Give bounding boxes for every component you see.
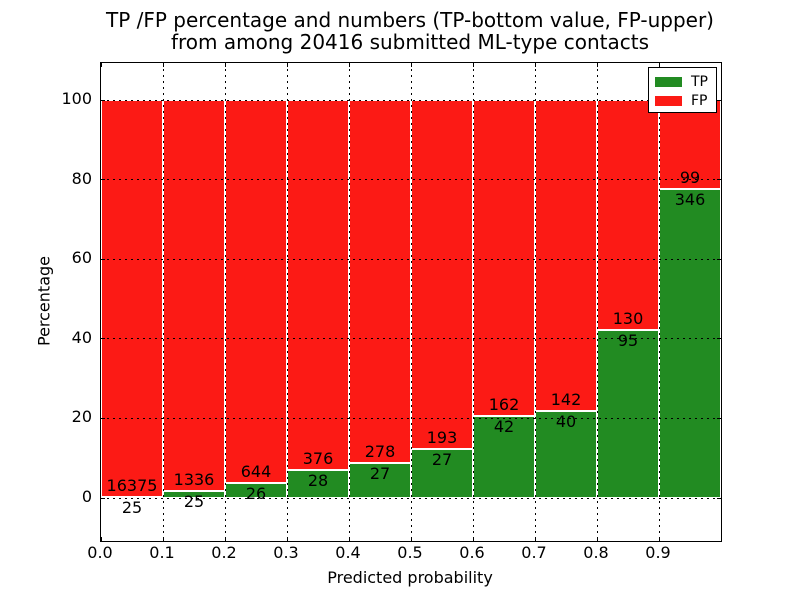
legend-entry: TP bbox=[655, 72, 716, 91]
tp-count-label: 25 bbox=[183, 491, 205, 511]
x-tick-label: 0.3 bbox=[273, 543, 299, 562]
fp-count-label: 130 bbox=[612, 308, 644, 328]
y-tick-label: 100 bbox=[61, 89, 92, 108]
fp-count-label: 16375 bbox=[106, 476, 158, 496]
x-tick-mark bbox=[163, 537, 164, 541]
fp-count-label: 278 bbox=[364, 441, 396, 461]
y-tick-label: 40 bbox=[71, 327, 92, 347]
x-tick-mark bbox=[163, 63, 164, 67]
x-tick-label: 0.0 bbox=[87, 543, 113, 562]
fp-count-label: 376 bbox=[302, 449, 334, 469]
fp-count-label: 193 bbox=[426, 428, 458, 448]
chart-title: TP /FP percentage and numbers (TP-bottom… bbox=[100, 9, 720, 53]
fp-count-label: 142 bbox=[550, 389, 582, 409]
chart-title-line2: from among 20416 submitted ML-type conta… bbox=[170, 30, 650, 54]
x-tick-mark bbox=[535, 63, 536, 67]
x-tick-label: 0.2 bbox=[211, 543, 237, 562]
fp-bar-segment bbox=[535, 100, 597, 411]
tp-count-label: 27 bbox=[369, 463, 391, 483]
x-tick-label: 0.7 bbox=[521, 543, 547, 562]
x-tick-mark bbox=[349, 63, 350, 67]
x-tick-label: 0.9 bbox=[645, 543, 671, 562]
fp-bar-segment bbox=[659, 100, 721, 189]
tp-bar-segment bbox=[597, 329, 659, 498]
legend-entry: FP bbox=[655, 91, 716, 110]
fp-bar-segment bbox=[349, 100, 411, 463]
x-tick-mark bbox=[659, 537, 660, 541]
x-tick-label: 0.8 bbox=[583, 543, 609, 562]
tp-bar-segment bbox=[473, 416, 535, 498]
x-tick-mark bbox=[287, 537, 288, 541]
tp-count-label: 26 bbox=[245, 483, 267, 503]
x-tick-label: 0.4 bbox=[335, 543, 361, 562]
x-tick-mark bbox=[225, 63, 226, 67]
y-tick-label: 60 bbox=[71, 248, 92, 268]
x-tick-mark bbox=[101, 63, 102, 67]
x-tick-mark bbox=[411, 63, 412, 67]
y-tick-label: 0 bbox=[81, 487, 92, 506]
tp-count-label: 40 bbox=[555, 411, 577, 431]
fp-count-label: 1336 bbox=[173, 469, 215, 489]
fp-count-label: 644 bbox=[240, 461, 272, 481]
x-tick-mark bbox=[225, 537, 226, 541]
fp-legend-swatch bbox=[655, 95, 682, 106]
tp-bar-segment bbox=[659, 188, 721, 498]
x-tick-mark bbox=[535, 537, 536, 541]
x-tick-mark bbox=[473, 537, 474, 541]
y-axis-label: Percentage bbox=[34, 255, 54, 347]
fp-bar-segment bbox=[287, 100, 349, 471]
bar-labels-layer: 16375 25 1336 25 644 26 376 28 278 27 193 27 162 42 14… bbox=[101, 63, 721, 541]
x-axis-label: Predicted probability bbox=[327, 568, 493, 587]
x-tick-mark bbox=[101, 537, 102, 541]
tp-count-label: 95 bbox=[617, 330, 639, 350]
x-tick-label: 0.5 bbox=[397, 543, 423, 562]
x-tick-label: 0.1 bbox=[149, 543, 175, 562]
y-tick-label: 80 bbox=[71, 168, 92, 188]
x-tick-mark bbox=[597, 63, 598, 67]
x-tick-mark bbox=[411, 537, 412, 541]
tp-count-label: 27 bbox=[431, 450, 453, 470]
legend-entry-label: TP bbox=[691, 73, 708, 90]
tp-bar-segment bbox=[349, 462, 411, 498]
legend-entry-label: FP bbox=[691, 92, 708, 109]
x-tick-mark bbox=[473, 63, 474, 67]
tp-count-label: 346 bbox=[674, 189, 706, 209]
fp-bar-segment bbox=[473, 100, 535, 417]
x-tick-mark bbox=[287, 63, 288, 67]
fp-count-label: 99 bbox=[679, 167, 701, 187]
tp-count-label: 25 bbox=[121, 498, 143, 518]
tp-count-label: 28 bbox=[307, 471, 329, 491]
legend: TP FP bbox=[648, 67, 717, 113]
fp-count-label: 162 bbox=[488, 395, 520, 415]
x-tick-label: 0.6 bbox=[459, 543, 485, 562]
tp-bar-segment bbox=[411, 449, 473, 498]
tp-legend-swatch bbox=[655, 76, 682, 87]
chart-title-line1: TP /FP percentage and numbers (TP-bottom… bbox=[106, 8, 714, 32]
fp-bar-segment bbox=[411, 100, 473, 450]
plot-area: 16375 25 1336 25 644 26 376 28 278 27 193 27 162 42 14… bbox=[100, 62, 722, 542]
y-tick-label: 20 bbox=[71, 407, 92, 427]
tp-count-label: 42 bbox=[493, 417, 515, 437]
x-tick-mark bbox=[659, 63, 660, 67]
x-tick-mark bbox=[597, 537, 598, 541]
x-tick-mark bbox=[349, 537, 350, 541]
